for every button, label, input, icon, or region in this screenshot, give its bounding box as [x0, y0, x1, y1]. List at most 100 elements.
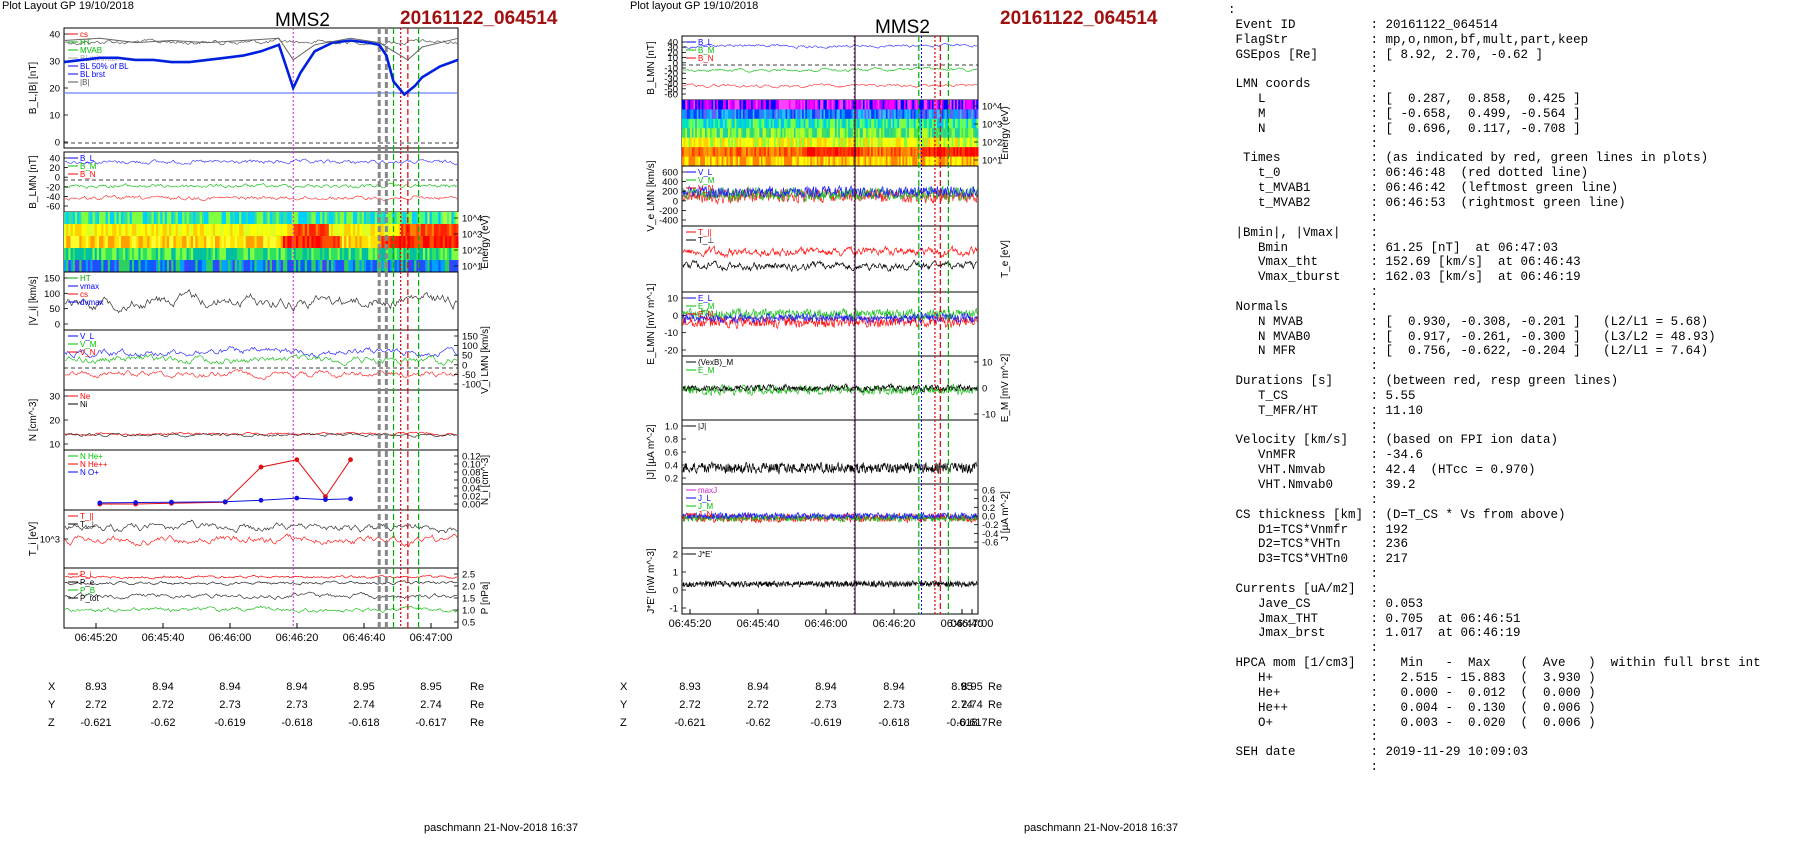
left-spectrogram-cell	[129, 224, 133, 237]
left-legend-entry: BL 50% of BL	[80, 62, 129, 71]
right-spectrogram-cell	[880, 109, 884, 120]
left-spectrogram-cell	[153, 248, 157, 261]
left-spectrogram-cell	[70, 236, 74, 249]
left-spectrogram-cell	[300, 224, 304, 237]
left-spectrogram-cell	[173, 248, 177, 261]
right-spectrogram-cell	[813, 156, 816, 167]
left-trace-bl	[64, 158, 458, 166]
right-pos-value: 2.73	[883, 699, 904, 711]
left-spectrogram-cell	[201, 224, 205, 237]
right-spectrogram-cell	[820, 137, 823, 148]
left-spectrogram-cell	[125, 248, 128, 261]
right-spectrogram-cell	[841, 109, 844, 120]
left-spectrogram-cell	[282, 236, 286, 249]
left-spectrogram-cell	[96, 260, 100, 273]
left-spectrogram-cell	[223, 236, 227, 249]
left-spectrogram-cell	[186, 224, 190, 237]
left-spectrogram-cell	[66, 260, 69, 273]
left-spectrogram-cell	[328, 212, 332, 225]
right-spectrogram-cell	[695, 128, 698, 139]
right-spectrogram-cell	[811, 100, 815, 110]
right-spectrogram-cell	[803, 156, 806, 167]
right-spectrogram-cell	[853, 109, 856, 120]
right-ytick-label: 0.4	[665, 461, 678, 472]
right-spectrogram-cell	[759, 109, 762, 120]
left-spectrogram-cell	[352, 260, 356, 273]
left-spectrogram-cell	[335, 236, 339, 249]
left-spectrogram-cell	[208, 248, 212, 261]
right-spectrogram-cell	[770, 156, 773, 167]
left-legend-entry: BL brst	[80, 70, 106, 79]
right-spectrogram-cell	[956, 118, 959, 129]
summary-row: :	[1228, 730, 1802, 745]
left-ytick-label: 10^3	[462, 230, 482, 241]
summary-value: : 0.000 - 0.012 ( 0.000 )	[1370, 685, 1596, 700]
right-spectrogram-cell	[767, 109, 770, 120]
right-spectrogram-cell	[910, 137, 913, 148]
right-spectrogram-cell	[973, 100, 976, 110]
left-spectrogram-cell	[252, 224, 255, 237]
right-spectrogram-cell	[770, 100, 773, 110]
left-spectrogram-cell	[186, 236, 190, 249]
left-spectrogram-cell	[219, 224, 223, 237]
right-spectrogram-cell	[851, 118, 854, 129]
right-spectrogram-cell	[923, 128, 926, 139]
left-spectrogram-cell	[313, 236, 317, 249]
right-spectrogram-cell	[803, 137, 806, 148]
right-spectrogram-cell	[749, 156, 752, 167]
right-spectrogram-cell	[690, 147, 693, 158]
left-spectrogram-cell	[449, 248, 452, 261]
summary-row: T_CS : 5.55	[1228, 389, 1802, 404]
left-spectrogram-cell	[160, 224, 163, 237]
left-spectrogram-cell	[105, 260, 109, 273]
right-spectrogram-cell	[746, 109, 749, 120]
right-spectrogram-cell	[772, 109, 775, 120]
right-spectrogram-cell	[772, 137, 775, 148]
right-spectrogram-cell	[844, 100, 847, 110]
right-spectrogram-cell	[915, 137, 918, 148]
left-spectrogram-cell	[199, 248, 203, 261]
left-spectrogram-cell	[90, 224, 93, 237]
right-spectrogram-cell	[861, 147, 864, 158]
left-spectrogram-cell	[285, 236, 288, 249]
left-spectrogram-cell	[363, 224, 367, 237]
right-spectrogram-cell	[912, 156, 915, 167]
right-spectrogram-cell	[915, 109, 918, 120]
right-spectrogram-cell	[900, 147, 903, 158]
right-spectrogram-cell	[696, 147, 699, 158]
right-spectrogram-cell	[867, 128, 870, 139]
left-spectrogram-cell	[261, 224, 264, 237]
right-spectrogram-cell	[918, 128, 921, 139]
right-spectrogram-cell	[889, 147, 892, 158]
right-spectrogram-cell	[923, 109, 926, 120]
right-spectrogram-cell	[841, 128, 844, 139]
right-spectrogram-cell	[685, 147, 688, 158]
summary-key: Vmax_tburst	[1228, 270, 1371, 285]
left-legend-entry: B_M	[80, 162, 97, 171]
right-ytick-label: 400	[662, 177, 678, 188]
left-spectrogram-cell	[278, 212, 282, 225]
left-spectrogram-cell	[442, 212, 446, 225]
left-ytick-label: 100	[44, 289, 60, 300]
right-spectrogram-cell	[849, 100, 852, 110]
left-legend-entry: N O+	[80, 468, 99, 477]
right-spectrogram-cell	[744, 118, 747, 129]
left-spectrogram-cell	[149, 260, 153, 273]
left-spectrogram-cell	[280, 260, 284, 273]
right-spectrogram-cell	[724, 137, 727, 148]
right-spectrogram-cell	[731, 156, 734, 167]
left-spectrogram-cell	[79, 212, 83, 225]
right-spectrogram-cell	[785, 109, 788, 120]
left-spectrogram-cell	[427, 248, 431, 261]
summary-value: : 61.25 [nT] at 06:47:03	[1370, 240, 1559, 255]
left-pos-unit: Re	[470, 681, 484, 693]
left-pos-value: 8.95	[420, 681, 441, 693]
right-spectrogram-cell	[894, 100, 897, 110]
left-spectrogram-cell	[206, 212, 209, 225]
left-spectrogram-cell	[398, 224, 402, 237]
right-legend-entry: B_N	[698, 54, 714, 63]
right-panel-frame	[681, 225, 979, 293]
right-spectrogram-cell	[780, 137, 783, 148]
